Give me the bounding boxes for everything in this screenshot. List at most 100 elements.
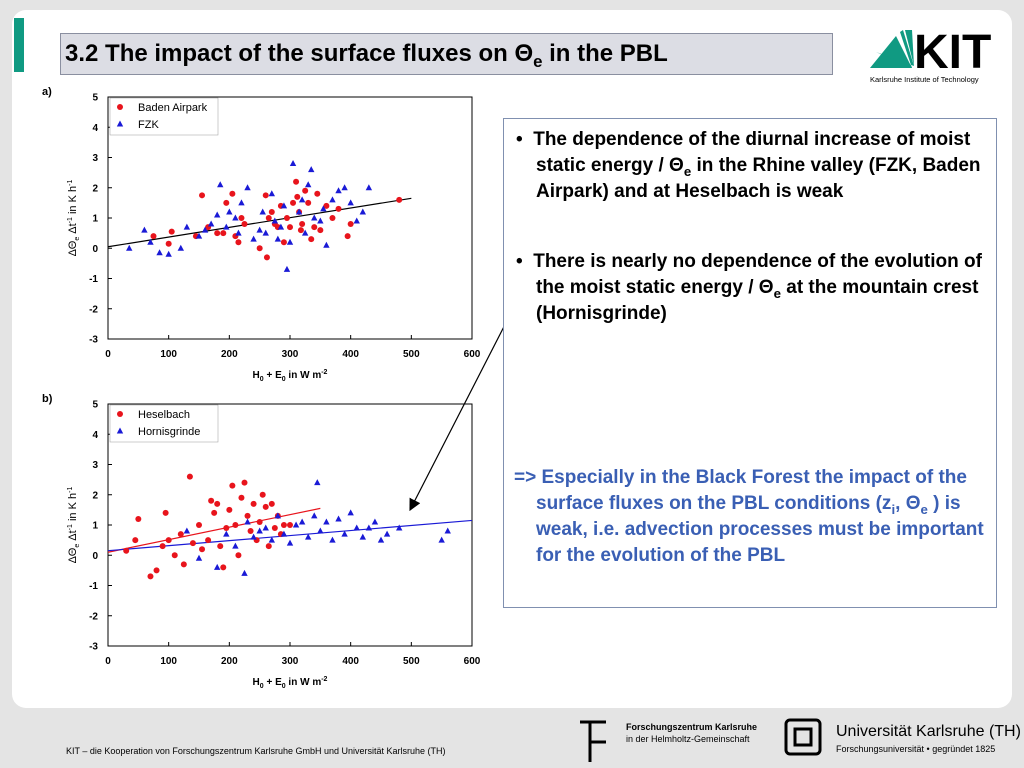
x-tick-label: 400 xyxy=(342,349,359,360)
point xyxy=(235,229,242,236)
point xyxy=(280,202,288,209)
point xyxy=(323,202,330,209)
x-tick-label: 400 xyxy=(342,656,359,667)
y-tick-label: -1 xyxy=(89,581,98,592)
logo-fan xyxy=(876,30,914,68)
y-tick-label: 0 xyxy=(92,244,98,255)
point xyxy=(396,524,403,531)
point xyxy=(292,521,300,528)
point xyxy=(347,221,354,228)
panel-label: b) xyxy=(42,393,53,405)
point xyxy=(186,473,193,480)
point xyxy=(297,227,304,234)
point xyxy=(329,536,336,543)
point xyxy=(214,563,221,570)
text-run: ) is weak, i.e. advection processes must… xyxy=(536,493,984,566)
point xyxy=(268,208,275,215)
point xyxy=(126,244,133,251)
point xyxy=(244,184,251,191)
point xyxy=(359,208,366,215)
point xyxy=(177,531,184,538)
x-tick-label: 0 xyxy=(105,656,111,667)
point xyxy=(265,543,272,550)
text-run: in W m xyxy=(286,370,322,381)
point xyxy=(177,244,184,251)
point xyxy=(311,512,318,519)
point xyxy=(259,491,266,498)
point xyxy=(293,178,300,185)
x-tick-label: 600 xyxy=(464,656,481,667)
text-run: -1 xyxy=(67,487,74,493)
point xyxy=(132,537,139,544)
trend-line xyxy=(107,197,412,248)
point xyxy=(214,230,221,237)
point xyxy=(383,530,391,537)
point xyxy=(244,512,251,519)
point xyxy=(156,249,163,256)
point xyxy=(359,533,366,540)
text-run: + E xyxy=(264,677,282,688)
text-run: e xyxy=(74,544,81,548)
point xyxy=(165,537,172,544)
point xyxy=(256,245,263,252)
bullet-dot: • xyxy=(516,251,534,272)
y-tick-label: -1 xyxy=(89,274,98,285)
text-run: -2 xyxy=(321,676,327,683)
legend-box xyxy=(109,97,219,136)
point xyxy=(123,547,130,554)
point xyxy=(396,196,403,203)
point xyxy=(286,539,294,546)
point xyxy=(250,235,257,242)
legend-marker xyxy=(116,120,124,127)
uni-name: Universität Karlsruhe (TH) xyxy=(836,723,1021,740)
y-tick-label: 4 xyxy=(92,430,98,441)
y-axis-label: ΔΘe Δt-1 in K h-1 xyxy=(67,487,81,564)
point xyxy=(311,224,318,231)
x-tick-label: 500 xyxy=(403,656,420,667)
x-axis-label: H0 + E0 in W m-2 xyxy=(253,369,328,383)
text-run: + E xyxy=(264,370,282,381)
point xyxy=(250,500,257,507)
y-tick-label: -3 xyxy=(89,642,98,653)
point xyxy=(195,554,203,561)
point xyxy=(277,223,285,230)
y-tick-label: -3 xyxy=(89,335,98,346)
point xyxy=(147,573,154,580)
point xyxy=(438,536,445,543)
point xyxy=(335,515,342,522)
point xyxy=(262,503,269,510)
point xyxy=(241,479,248,486)
point xyxy=(265,215,272,221)
point xyxy=(223,525,230,532)
point xyxy=(199,546,206,553)
pointer-arrow xyxy=(409,310,513,512)
point xyxy=(196,522,202,528)
x-tick-label: 200 xyxy=(221,656,238,667)
point xyxy=(229,482,236,489)
point xyxy=(263,254,270,261)
point xyxy=(335,205,342,212)
legend-box xyxy=(109,404,219,443)
point xyxy=(377,536,385,543)
kit-logo: KIT Karlsruhe Institute of Technology xyxy=(870,26,991,84)
text-run: at the mountain crest (Hornisgrinde) xyxy=(536,277,979,324)
y-tick-label: 2 xyxy=(92,490,98,501)
point xyxy=(347,509,354,516)
x-tick-label: 200 xyxy=(221,349,238,360)
text-run: e xyxy=(533,51,543,71)
text-run: 0 xyxy=(282,376,286,383)
bullet: • The dependence of the diurnal increase… xyxy=(516,127,996,205)
point xyxy=(241,221,248,228)
point xyxy=(250,533,257,540)
fzk-mark xyxy=(580,720,606,762)
point xyxy=(211,509,218,516)
point xyxy=(295,208,303,215)
point xyxy=(235,552,242,559)
point xyxy=(308,236,315,243)
point xyxy=(180,561,187,568)
point xyxy=(226,208,233,215)
text-run: Δt xyxy=(67,223,79,236)
point xyxy=(353,217,360,224)
point xyxy=(159,543,166,550)
point xyxy=(335,187,342,194)
